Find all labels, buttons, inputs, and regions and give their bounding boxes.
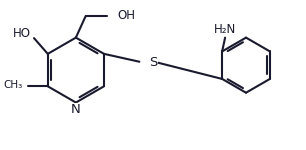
Text: OH: OH: [117, 9, 135, 22]
Text: H₂N: H₂N: [214, 23, 236, 36]
Text: N: N: [71, 103, 81, 116]
Text: HO: HO: [13, 27, 31, 40]
Text: CH₃: CH₃: [3, 80, 22, 90]
Text: S: S: [149, 56, 158, 69]
